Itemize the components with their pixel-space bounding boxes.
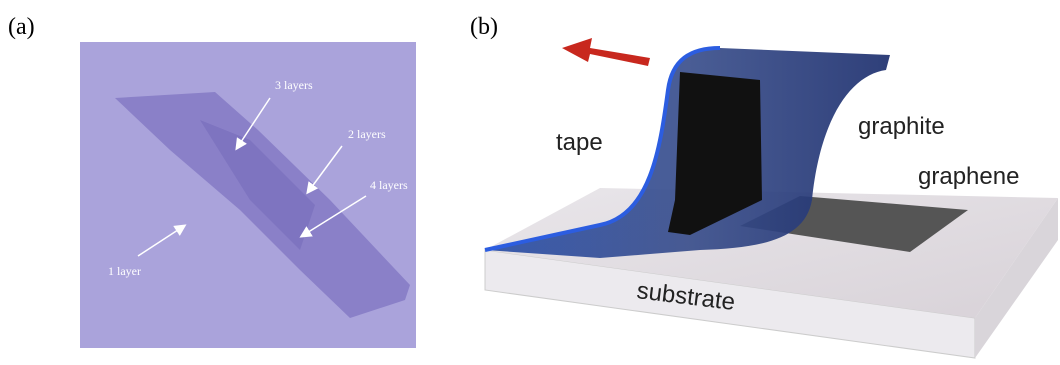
pull-arrow — [562, 38, 650, 66]
annotation: graphite — [858, 113, 945, 140]
annotation: tape — [556, 129, 603, 156]
annotation: graphene — [918, 163, 1019, 190]
annotation: 1 layer — [108, 264, 141, 278]
annotation: 4 layers — [370, 178, 408, 192]
panel-label: (a) — [8, 14, 35, 40]
annotation: 2 layers — [348, 127, 386, 141]
panel-label: (b) — [470, 14, 498, 40]
annotation: 3 layers — [275, 78, 313, 92]
figure: (a) 3 layers 2 layers 4 layers 1 layer (… — [0, 0, 1060, 365]
